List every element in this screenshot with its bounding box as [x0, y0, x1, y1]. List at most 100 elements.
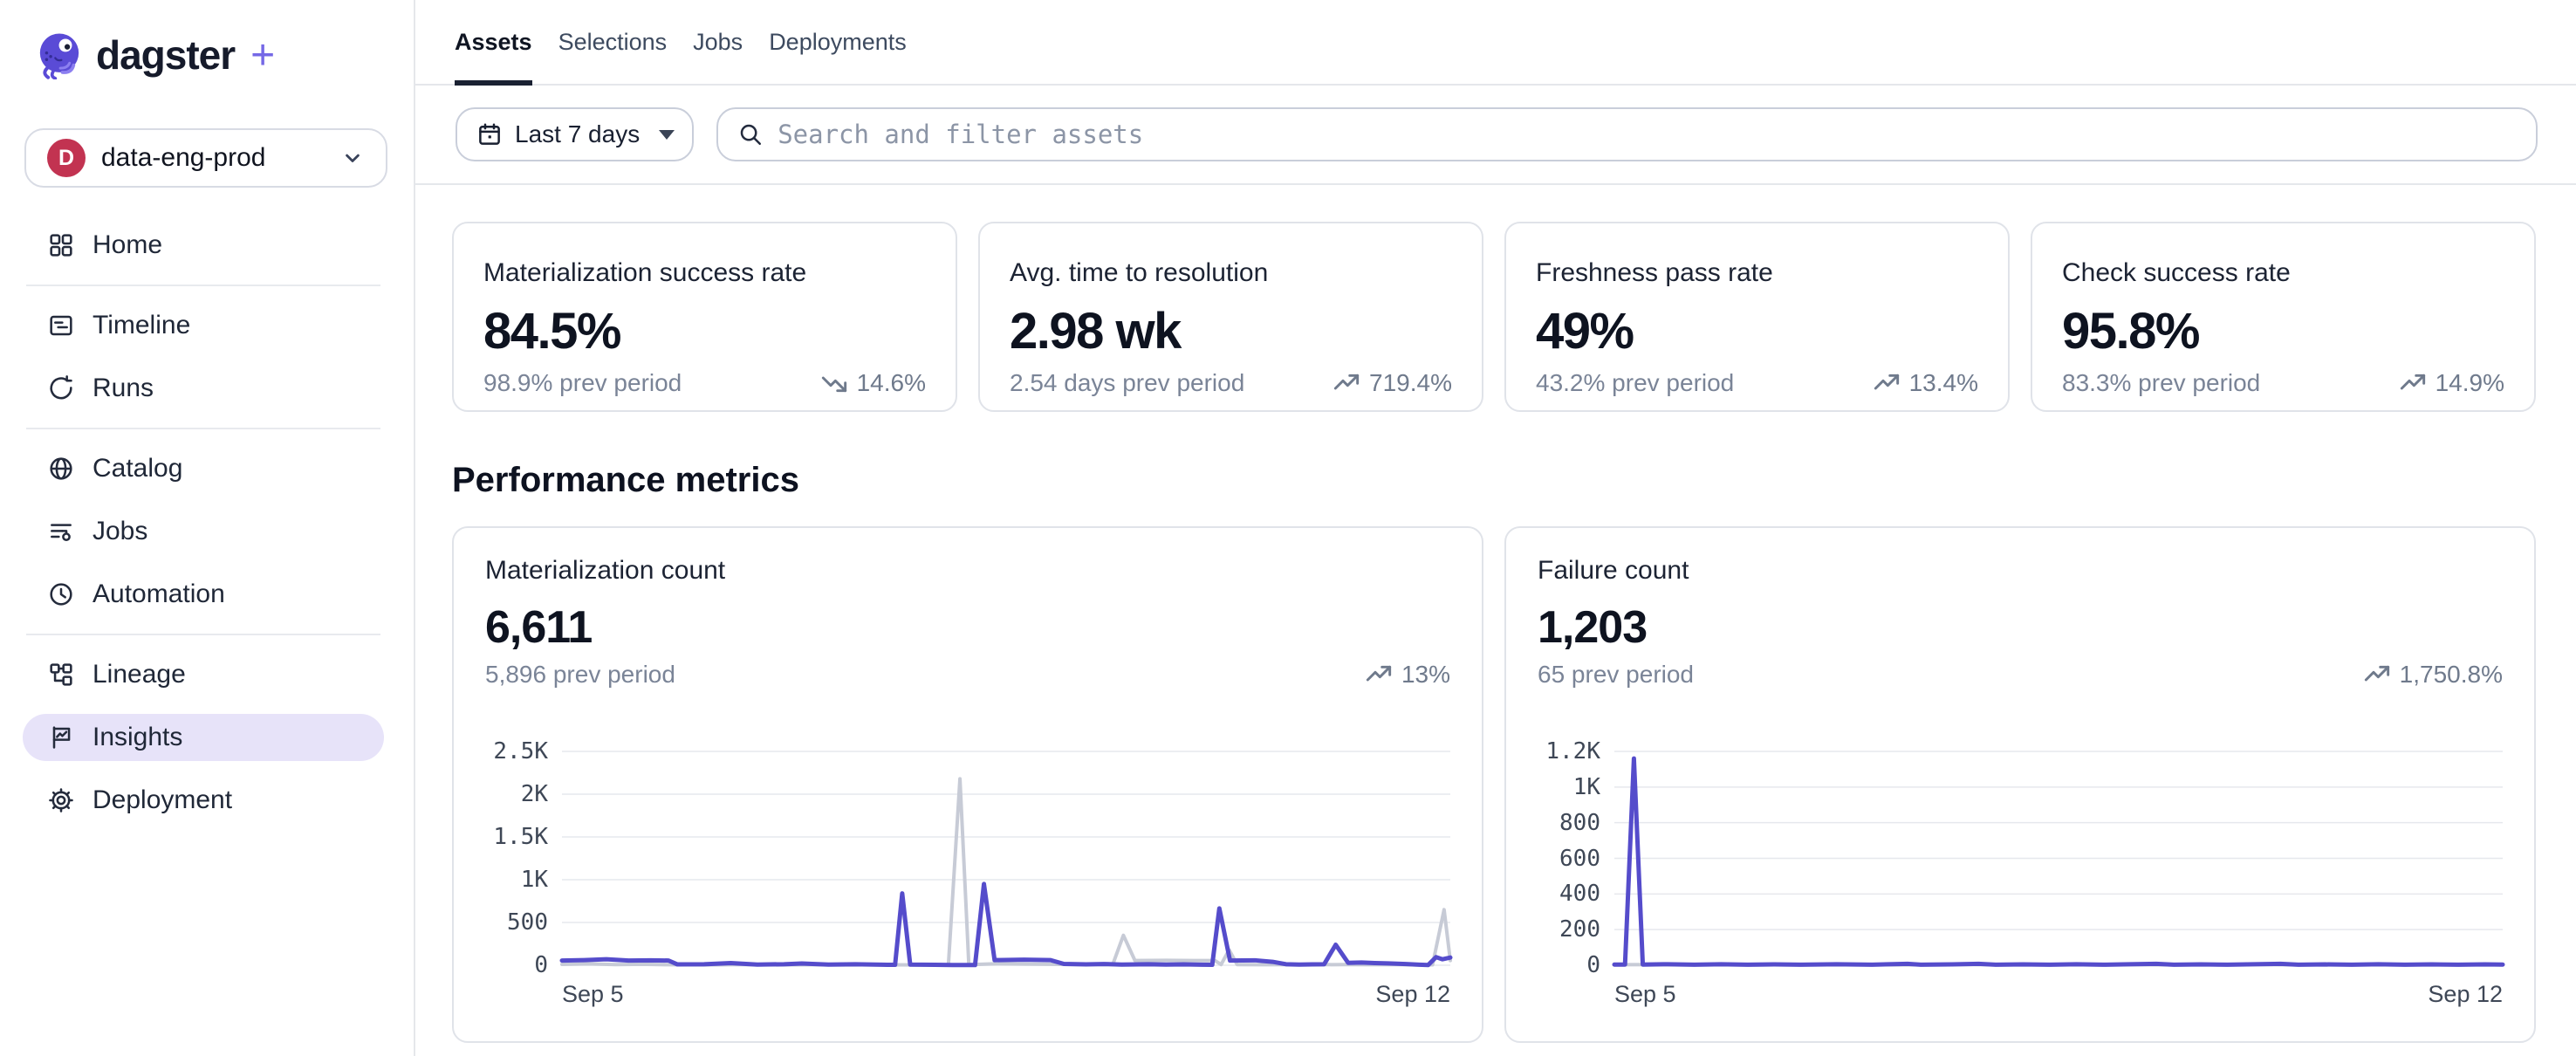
metric-value: 95.8% [2062, 303, 2200, 360]
chevron-down-icon [340, 146, 365, 170]
sidebar-item-jobs[interactable]: Jobs [23, 508, 384, 555]
trending-arrow-icon [821, 376, 846, 393]
sidebar-divider [26, 428, 380, 429]
sidebar-item-deployment[interactable]: Deployment [23, 777, 384, 824]
sidebar-item-insights[interactable]: Insights [23, 714, 384, 761]
trend-indicator: 719.4% [1333, 369, 1452, 397]
sidebar-item-label: Catalog [92, 454, 183, 483]
metric-card-avg-time-to-resolution: Avg. time to resolution 2.98 wk 2.54 day… [978, 222, 1483, 412]
deployment-avatar: D [47, 139, 86, 177]
dagster-logo[interactable]: dagster + [0, 30, 414, 80]
chart-card-failure-count: Failure count 1,203 65 prev period 1,750… [1504, 526, 2536, 1043]
sidebar-item-automation[interactable]: Automation [23, 571, 384, 618]
tab-jobs[interactable]: Jobs [693, 0, 743, 84]
tab-selections[interactable]: Selections [558, 0, 668, 84]
sidebar-item-runs[interactable]: Runs [23, 365, 384, 412]
date-range-label: Last 7 days [515, 120, 641, 147]
sidebar-item-timeline[interactable]: Timeline [23, 302, 384, 349]
metric-prev-period: 98.9% prev period [483, 369, 682, 396]
calendar-icon [476, 121, 503, 147]
summary-metric-cards: Materialization success rate 84.5% 98.9%… [452, 222, 2536, 412]
y-axis-tick-label: 2.5K [493, 738, 548, 765]
brand-name: dagster [96, 31, 236, 78]
date-range-button[interactable]: Last 7 days [456, 107, 695, 161]
automation-clock-icon [47, 580, 75, 608]
caret-down-icon [659, 129, 675, 140]
metric-value: 49% [1536, 303, 1634, 360]
x-axis-end-label: Sep 12 [1375, 981, 1450, 1007]
current-period-line [1614, 758, 2503, 964]
chart-prev-period: 5,896 prev period [485, 661, 675, 688]
trend-indicator: 1,750.8% [2363, 661, 2503, 689]
sidebar-item-label: Jobs [92, 517, 148, 545]
trending-arrow-icon [2400, 374, 2425, 390]
y-axis-tick-label: 800 [1559, 809, 1600, 836]
trend-indicator: 14.6% [820, 369, 926, 397]
trend-indicator: 14.9% [2399, 369, 2504, 397]
trending-arrow-icon [1874, 374, 1899, 390]
trend-value: 13.4% [1908, 369, 1978, 396]
metric-title: Materialization success rate [483, 258, 807, 287]
sidebar-item-label: Automation [92, 579, 225, 608]
timeline-icon [47, 312, 75, 339]
filter-bar: Last 7 days [415, 86, 2576, 185]
trend-indicator: 13% [1365, 661, 1450, 689]
sidebar-item-label: Lineage [92, 660, 186, 689]
line-chart-plot[interactable] [1614, 751, 2503, 965]
y-axis: 1.2K 1K 800 600 400 200 0 [1538, 738, 1614, 978]
trend-value: 14.9% [2435, 369, 2504, 396]
home-icon [47, 231, 75, 259]
catalog-icon [47, 455, 75, 483]
sidebar-item-catalog[interactable]: Catalog [23, 445, 384, 492]
main-area: Assets Selections Jobs Deployments Last … [415, 0, 2576, 1056]
trend-value: 14.6% [856, 369, 926, 396]
chart-card-materialization-count: Materialization count 6,611 5,896 prev p… [452, 526, 1483, 1043]
deployment-switcher[interactable]: D data-eng-prod [24, 128, 387, 188]
sidebar-item-lineage[interactable]: Lineage [23, 651, 384, 698]
y-axis-tick-label: 1K [520, 867, 548, 893]
trend-value: 13% [1401, 661, 1450, 688]
y-axis-tick-label: 0 [534, 952, 548, 978]
chart-total-value: 6,611 [485, 602, 593, 653]
lineage-icon [47, 661, 75, 689]
y-axis-tick-label: 600 [1559, 845, 1600, 872]
tab-assets[interactable]: Assets [455, 0, 532, 86]
trend-value: 1,750.8% [2399, 661, 2503, 688]
sidebar-item-label: Timeline [92, 311, 191, 339]
metric-card-freshness-pass-rate: Freshness pass rate 49% 43.2% prev perio… [1504, 222, 2010, 412]
chart-title: Failure count [1538, 556, 1689, 585]
y-axis-tick-label: 2K [520, 781, 548, 807]
tab-label: Assets [455, 28, 532, 55]
x-axis: Sep 5 Sep 12 [562, 981, 1450, 1008]
performance-metrics-heading: Performance metrics [452, 461, 799, 499]
trending-arrow-icon [1366, 665, 1392, 682]
top-tab-bar: Assets Selections Jobs Deployments [415, 0, 2576, 86]
sidebar-item-label: Runs [92, 374, 154, 402]
x-axis-start-label: Sep 5 [1614, 981, 1676, 1007]
sidebar-item-home[interactable]: Home [23, 222, 384, 269]
tab-deployments[interactable]: Deployments [769, 0, 907, 84]
line-chart-plot[interactable] [562, 751, 1450, 965]
sidebar-item-label: Insights [92, 723, 183, 751]
runs-icon [47, 374, 75, 402]
trend-value: 719.4% [1369, 369, 1452, 396]
chart-prev-period: 65 prev period [1538, 661, 1695, 688]
sidebar-item-label: Home [92, 230, 163, 259]
chart-title: Materialization count [485, 556, 726, 585]
metric-prev-period: 83.3% prev period [2062, 369, 2261, 396]
sidebar-item-label: Deployment [92, 785, 233, 814]
sidebar: dagster + D data-eng-prod Home Tim [0, 0, 415, 1056]
y-axis-tick-label: 1.5K [493, 824, 548, 850]
jobs-icon [47, 518, 75, 545]
y-axis-tick-label: 1.2K [1545, 738, 1600, 765]
current-period-line [562, 884, 1450, 965]
metric-title: Check success rate [2062, 258, 2291, 287]
tab-label: Deployments [769, 28, 907, 55]
y-axis: 2.5K 2K 1.5K 1K 500 0 [485, 738, 562, 978]
search-input[interactable] [778, 120, 2517, 149]
trending-arrow-icon [1333, 374, 1360, 390]
metric-prev-period: 43.2% prev period [1536, 369, 1735, 396]
failure-count-chart: 1.2K 1K 800 600 400 200 0 Sep 5 Sep 12 [1538, 738, 2503, 1008]
x-axis-end-label: Sep 12 [2428, 981, 2503, 1007]
y-axis-tick-label: 200 [1559, 916, 1600, 943]
